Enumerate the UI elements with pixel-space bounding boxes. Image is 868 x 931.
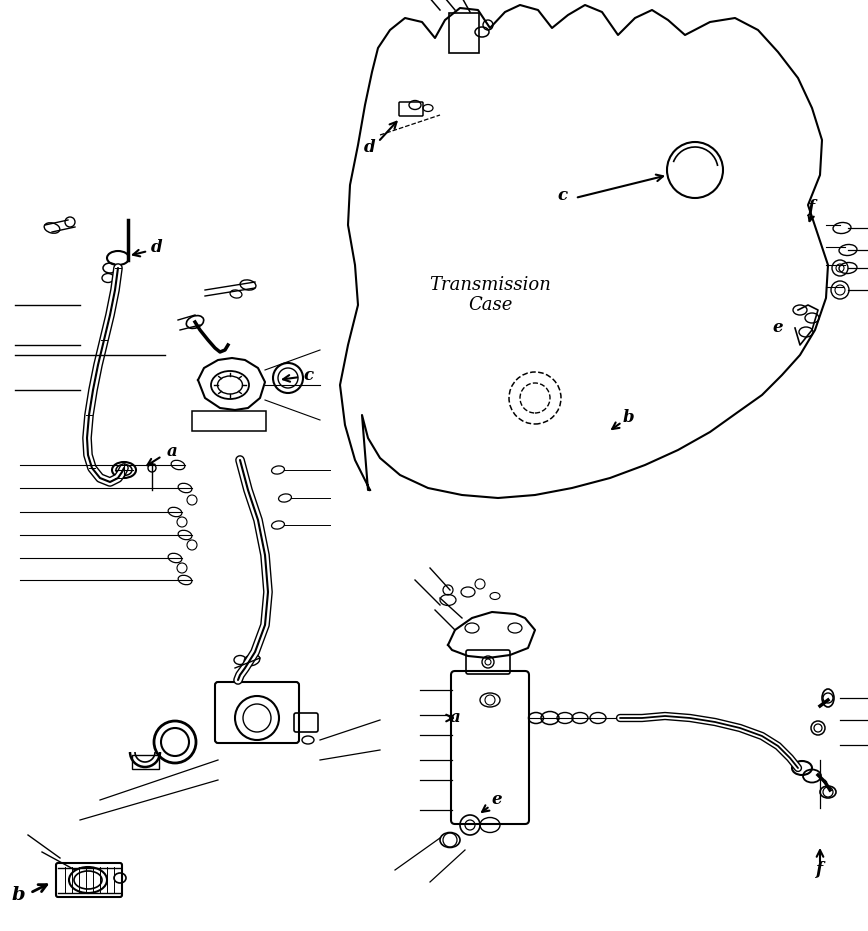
Text: d: d <box>151 239 163 257</box>
Text: c: c <box>557 186 567 204</box>
Text: e: e <box>491 791 503 808</box>
Text: a: a <box>167 443 177 461</box>
Text: a: a <box>450 709 460 726</box>
Text: f: f <box>817 861 824 879</box>
Text: b: b <box>11 886 25 904</box>
Text: d: d <box>365 140 376 156</box>
Text: f: f <box>808 199 816 217</box>
Text: e: e <box>773 319 783 336</box>
Text: Transmission
Case: Transmission Case <box>429 276 551 315</box>
Text: b: b <box>622 410 634 426</box>
Text: c: c <box>303 367 313 384</box>
